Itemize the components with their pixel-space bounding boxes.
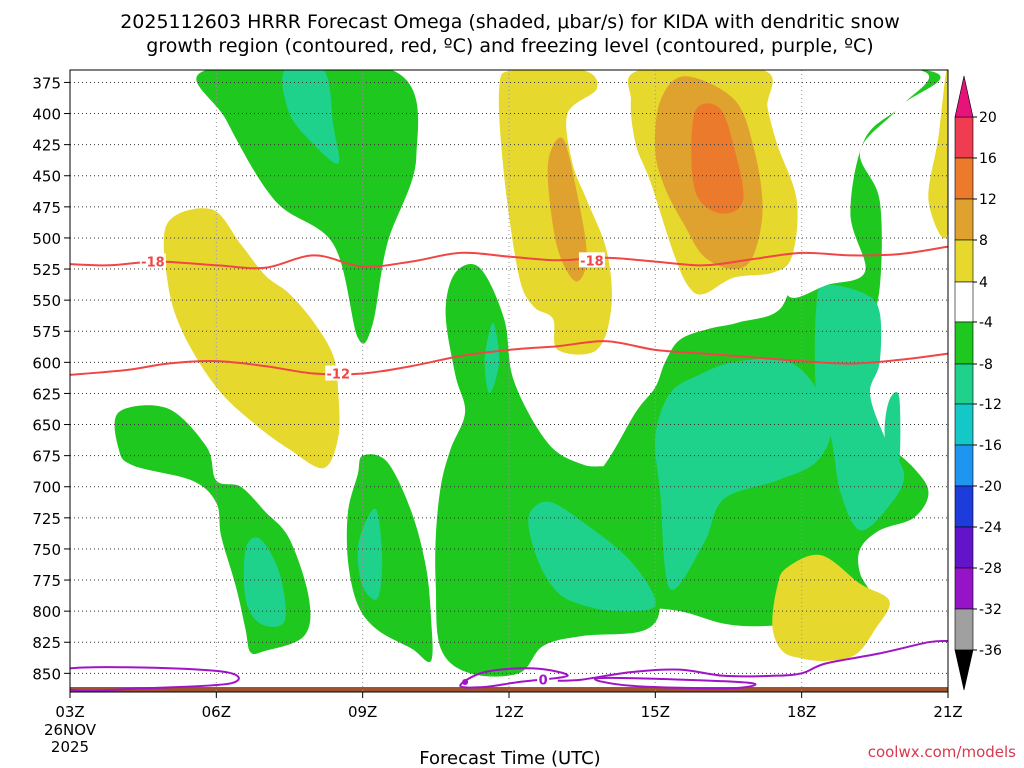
y-tick-label: 700 [32,479,61,497]
ground-surface [70,687,948,692]
omega-region-teal [484,322,500,394]
isotherm-label-bg [325,365,352,381]
isotherm-label-bg [139,253,166,269]
x-tick-label: 09Z [348,703,377,721]
omega-region-teal [357,508,383,600]
colorbar-label: -20 [979,479,1002,495]
y-tick-label: 475 [32,199,61,217]
credit-text: coolwx.com/models [868,743,1016,761]
y-tick-label: 500 [32,230,61,248]
isotherm-label: -18 [580,254,604,269]
omega-region-teal [884,391,901,472]
colorbar-label: 4 [979,275,988,291]
x-axis-label: Forecast Time (UTC) [419,748,600,768]
chart-title-line2: growth region (contoured, red, ºC) and f… [146,35,873,57]
y-tick-label: 725 [32,510,61,528]
chart-title-line1: 2025112603 HRRR Forecast Omega (shaded, … [120,11,900,33]
y-tick-label: 450 [32,168,61,186]
omega-region-orange [691,103,744,214]
isotherm-label: -18 [141,256,165,271]
y-tick-label: 375 [32,74,61,92]
colorbar-label: -16 [979,438,1002,454]
colorbar-segment [954,363,974,405]
colorbar-label: 20 [979,110,997,126]
colorbar-label: -32 [979,602,1002,618]
colorbar-segment [954,321,974,365]
omega-region-teal [243,537,286,627]
colorbar-bottom-arrow [954,649,974,691]
colorbar-label: -36 [979,643,1002,659]
colorbar-segment [954,485,974,528]
freezing-level-line [557,639,948,682]
isotherm-minus12-line [70,340,948,376]
isotherm-minus18-line [70,245,948,270]
y-tick-label: 400 [32,106,61,124]
omega-region-teal [654,358,831,590]
colorbar-segment [954,198,974,241]
omega-region-teal [814,284,905,531]
freezing-level-contour [459,667,569,689]
omega-region-teal [299,70,315,102]
omega-region-yellow [163,208,340,469]
date-label-year: 2025 [51,738,89,756]
y-tick-label: 750 [32,541,61,559]
colorbar-segment [954,526,974,569]
y-tick-label: 525 [32,261,61,279]
x-tick-label: 12Z [494,703,523,721]
colorbar-segment [954,281,974,323]
freezing-level-contour [594,676,757,690]
y-tick-label: 800 [32,603,61,621]
date-label-day: 26NOV [44,721,97,739]
y-tick-label: 625 [32,385,61,403]
y-tick-label: 650 [32,417,61,435]
colorbar-segment [954,239,974,283]
freezing-level-label: 0 [539,674,548,689]
colorbar-segment [954,567,974,610]
colorbar-segment [954,608,974,651]
y-tick-label: 825 [32,634,61,652]
colorbar-label: 16 [979,151,997,167]
colorbar-label: -8 [979,357,993,373]
colorbar: 20 16 12 8 4 -4 -8 -12 -16 -20 -24 -28 -32 -36 [954,75,1002,691]
omega-region-green [346,454,433,663]
colorbar-segment [954,116,974,159]
freezing-level-dot [462,679,469,686]
y-tick-label: 850 [32,665,61,683]
freezing-level-contour [70,666,240,692]
omega-region-yellow [928,70,948,239]
y-axis: 375 400 425 450 475 500 525 550 575 600 625 650 675 7… [32,74,70,683]
colorbar-segment [954,444,974,487]
y-tick-label: 425 [32,137,61,155]
omega-region-teal [282,70,340,164]
y-tick-label: 575 [32,323,61,341]
x-tick-label: 06Z [202,703,231,721]
x-tick-label: 03Z [55,703,84,721]
omega-region-teal [551,557,564,583]
colorbar-label: -4 [979,315,993,331]
x-tick-label: 15Z [641,703,670,721]
colorbar-segment [954,157,974,200]
y-tick-label: 775 [32,572,61,590]
omega-region-teal [528,501,656,612]
colorbar-top-arrow [954,75,974,118]
freezing-label-bg [537,671,550,686]
x-tick-label: 18Z [787,703,816,721]
y-tick-label: 550 [32,292,61,310]
colorbar-label: -24 [979,520,1002,536]
omega-region-yellow [772,554,890,662]
colorbar-segment [954,403,974,446]
isotherm-label-bg [578,252,605,268]
isotherm-label: -12 [327,368,351,383]
omega-region-gold [547,137,587,282]
plot-area: -18 -18 -12 0 [70,70,948,692]
colorbar-label: -12 [979,397,1002,413]
y-tick-label: 600 [32,354,61,372]
x-tick-label: 21Z [933,703,962,721]
y-tick-label: 675 [32,448,61,466]
colorbar-label: 8 [979,233,988,249]
colorbar-label: 12 [979,192,997,208]
colorbar-label: -28 [979,561,1002,577]
